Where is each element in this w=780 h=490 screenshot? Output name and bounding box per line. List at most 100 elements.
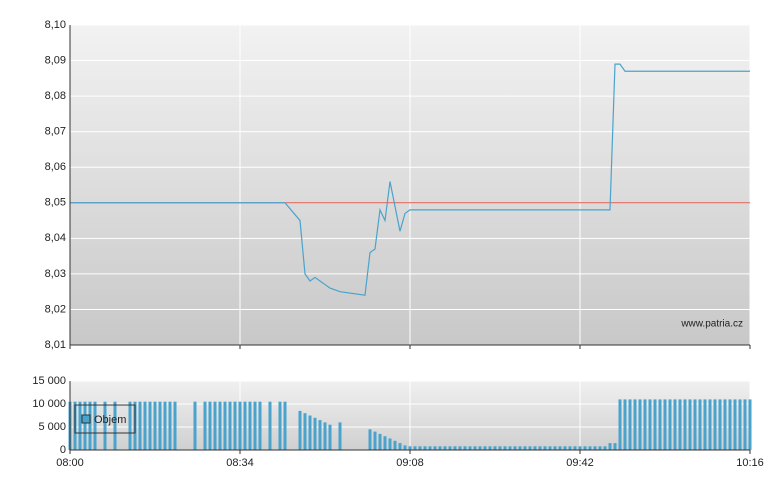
volume-bar — [533, 446, 537, 450]
volume-bar — [478, 446, 482, 450]
volume-bar — [158, 401, 162, 450]
volume-bar — [83, 401, 87, 450]
legend — [74, 404, 136, 434]
volume-bar — [388, 438, 392, 450]
volume-bar — [313, 417, 317, 450]
volume-bar — [693, 399, 697, 450]
y-tick-label: 8,08 — [45, 90, 66, 102]
volume-bar — [413, 446, 417, 450]
volume-bar — [688, 399, 692, 450]
volume-bar — [623, 399, 627, 450]
volume-bar — [248, 401, 252, 450]
volume-bar — [643, 399, 647, 450]
volume-bar — [558, 446, 562, 450]
y-tick-label: 8,03 — [45, 268, 66, 280]
x-tick-label: 08:34 — [226, 457, 254, 469]
volume-bar — [93, 401, 97, 450]
volume-bar — [318, 420, 322, 450]
volume-bar — [238, 401, 242, 450]
volume-bar — [233, 401, 237, 450]
volume-bar — [258, 401, 262, 450]
volume-bar — [728, 399, 732, 450]
volume-bar — [443, 446, 447, 450]
volume-bar — [408, 446, 412, 450]
volume-bar — [393, 440, 397, 450]
volume-bar — [563, 446, 567, 450]
volume-bar — [453, 446, 457, 450]
volume-bar — [458, 446, 462, 450]
y-tick-label: 0 — [60, 444, 66, 456]
volume-bar — [373, 431, 377, 450]
volume-bar — [673, 399, 677, 450]
volume-bar — [483, 446, 487, 450]
price-line — [70, 63, 750, 296]
watermark: www.patria.cz — [680, 319, 743, 330]
x-tick-label: 09:42 — [566, 457, 594, 469]
volume-bar — [433, 446, 437, 450]
x-tick-label: 08:00 — [56, 457, 84, 469]
volume-bar — [738, 399, 742, 450]
volume-bar — [608, 443, 612, 450]
volume-bar — [653, 399, 657, 450]
volume-bar — [383, 436, 387, 450]
volume-bar — [153, 401, 157, 450]
volume-bar — [578, 446, 582, 450]
volume-bar — [268, 401, 272, 450]
volume-bar — [543, 446, 547, 450]
volume-bar — [403, 445, 407, 450]
volume-bar — [513, 446, 517, 450]
volume-bar — [713, 399, 717, 450]
volume-bar — [438, 446, 442, 450]
volume-bar — [368, 429, 372, 450]
volume-bar — [308, 415, 312, 450]
volume-bar — [223, 401, 227, 450]
volume-bar — [718, 399, 722, 450]
volume-bar — [328, 424, 332, 450]
legend-label: Objem — [94, 414, 126, 426]
volume-bar — [203, 401, 207, 450]
volume-bar — [598, 446, 602, 450]
legend-swatch — [81, 414, 91, 424]
y-tick-label: 10 000 — [32, 398, 66, 410]
volume-bar — [633, 399, 637, 450]
volume-bar — [378, 433, 382, 450]
volume-bar — [583, 446, 587, 450]
volume-bar — [503, 446, 507, 450]
volume-bar — [168, 401, 172, 450]
y-tick-label: 8,05 — [45, 197, 66, 209]
volume-bar — [143, 401, 147, 450]
volume-bar — [113, 401, 117, 450]
volume-bar — [573, 446, 577, 450]
volume-bar — [698, 399, 702, 450]
volume-bar — [463, 446, 467, 450]
volume-bar — [473, 446, 477, 450]
volume-bar — [613, 443, 617, 450]
y-tick-label: 8,04 — [45, 232, 66, 244]
volume-bar — [488, 446, 492, 450]
volume-bar — [428, 446, 432, 450]
volume-bar — [668, 399, 672, 450]
volume-bar — [303, 413, 307, 450]
volume-bar — [148, 401, 152, 450]
volume-bar — [138, 401, 142, 450]
volume-bar — [243, 401, 247, 450]
volume-bar — [508, 446, 512, 450]
volume-bar — [648, 399, 652, 450]
volume-bar — [658, 399, 662, 450]
volume-bar — [228, 401, 232, 450]
volume-bar — [218, 401, 222, 450]
volume-bar — [78, 401, 82, 450]
volume-bar — [553, 446, 557, 450]
volume-bar — [593, 446, 597, 450]
volume-bar — [518, 446, 522, 450]
x-tick-label: 09:08 — [396, 457, 424, 469]
volume-bar — [628, 399, 632, 450]
y-tick-label: 5 000 — [38, 421, 66, 433]
volume-bar — [638, 399, 642, 450]
y-tick-label: 8,10 — [45, 19, 66, 31]
y-tick-label: 8,07 — [45, 126, 66, 138]
volume-bar — [88, 401, 92, 450]
volume-bar — [523, 446, 527, 450]
volume-bar — [208, 401, 212, 450]
